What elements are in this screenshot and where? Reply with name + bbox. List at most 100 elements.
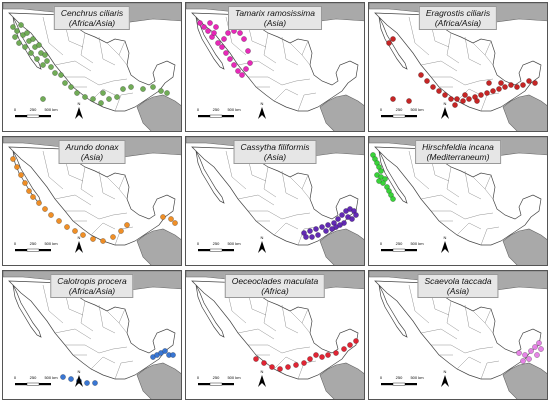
occurrence-point [100,238,106,244]
species-origin: (Africa/Asia) [68,286,116,296]
central-america-landmass [319,94,364,131]
species-name: Arundo donax [65,142,119,152]
state-border [301,174,309,190]
scale-bar: 0 250 500 km [14,375,58,386]
north-label: N [444,101,447,106]
occurrence-point [98,100,104,106]
occurrence-point [514,84,520,90]
occurrence-point [118,228,124,234]
baja-california-outline [12,284,42,338]
state-border [237,60,275,72]
occurrence-point [325,222,331,228]
species-name: Cenchrus ciliaris [60,8,124,18]
occurrence-point [10,24,16,30]
state-border [301,308,309,324]
state-border [42,150,64,190]
occurrence-point [213,24,219,30]
occurrence-point [261,360,267,366]
species-origin: (Africa/Asia) [68,18,116,28]
occurrence-point [72,228,78,234]
occurrence-point [526,356,532,362]
occurrence-point [378,168,384,174]
occurrence-point [90,96,96,102]
central-america-landmass [319,228,364,265]
state-border [65,76,100,86]
species-title-box: Cenchrus ciliaris (Africa/Asia) [53,6,131,30]
occurrence-point [168,216,174,222]
state-border [98,78,128,86]
baja-california-outline [378,150,408,204]
baja-california-outline [195,150,225,204]
scale-label: 500 km [44,375,58,380]
occurrence-point [448,96,454,102]
occurrence-point [170,352,176,358]
species-name: Cassytha filiformis [240,142,310,152]
occurrence-point [526,78,532,84]
scale-label: 500 km [410,107,424,112]
state-border [225,150,247,190]
state-border [118,174,126,190]
occurrence-point [315,232,321,238]
scale-bar: 0 250 500 km [197,107,241,118]
state-border [281,304,299,334]
occurrence-point [319,354,325,360]
occurrence-point [319,224,325,230]
scale-bar: 0 250 500 km [14,107,58,118]
state-border [98,304,116,334]
species-origin: (Asia) [263,152,287,162]
occurrence-point [12,34,18,40]
occurrence-point [231,62,237,68]
occurrence-point [245,48,251,54]
mexico-outline [8,146,176,246]
occurrence-point [18,22,24,28]
north-label: N [444,369,447,374]
state-border [90,88,116,102]
state-border [456,356,482,370]
occurrence-point [18,172,24,178]
scale-bar: 0 250 500 km [380,107,424,118]
state-border [42,284,64,324]
occurrence-point [293,362,299,368]
state-border [114,92,134,112]
occurrence-point [30,36,36,42]
central-america-landmass [319,362,364,399]
occurrence-point [60,374,66,380]
state-border [273,356,299,370]
occurrence-point [390,36,396,42]
occurrence-point [42,206,48,212]
scale-label: 0 [14,241,17,246]
state-border [80,166,94,198]
occurrence-point [58,72,64,78]
state-border [480,226,500,246]
map-panel: 0 250 500 km N Oeceoclades maculata (Africa) [185,270,365,400]
state-border [54,194,92,206]
occurrence-point [442,92,448,98]
state-border [480,360,500,380]
occurrence-point [430,84,436,90]
map-panel: 0 250 500 km N Cenchrus ciliaris (Africa/Asia… [2,2,182,132]
occurrence-point [100,90,106,96]
occurrence-point [285,364,291,370]
occurrence-point [239,72,245,78]
occurrence-point [333,350,339,356]
scale-label: 250 [396,241,403,246]
baja-california-outline [378,284,408,338]
state-border [297,226,317,246]
species-title-box: Calotropis procera (Africa/Asia) [50,274,134,298]
state-border [408,284,430,324]
state-border [431,344,466,354]
state-border [464,170,482,200]
scale-label: 250 [213,375,220,380]
occurrence-point [82,94,88,100]
occurrence-point [30,194,36,200]
state-border [237,328,275,340]
occurrence-point [516,350,522,356]
state-border [98,212,128,220]
occurrence-point [307,356,313,362]
species-name: Tamarix ramosissima [235,8,315,18]
occurrence-point [520,358,526,364]
species-origin: (Africa/Asia) [434,18,482,28]
occurrence-point [406,98,412,104]
occurrence-point [223,50,229,56]
occurrence-point [508,82,514,88]
